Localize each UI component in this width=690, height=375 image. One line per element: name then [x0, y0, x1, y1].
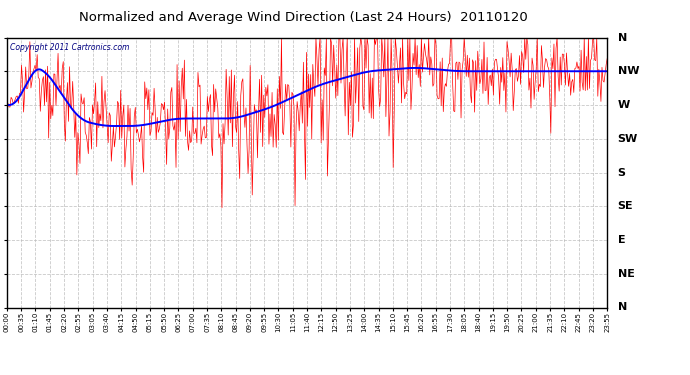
Text: SW: SW	[618, 134, 638, 144]
Text: Normalized and Average Wind Direction (Last 24 Hours)  20110120: Normalized and Average Wind Direction (L…	[79, 11, 528, 24]
Text: NW: NW	[618, 66, 639, 76]
Text: SE: SE	[618, 201, 633, 211]
Text: E: E	[618, 235, 625, 245]
Text: S: S	[618, 168, 626, 177]
Text: NE: NE	[618, 269, 634, 279]
Text: N: N	[618, 303, 627, 312]
Text: N: N	[618, 33, 627, 42]
Text: Copyright 2011 Cartronics.com: Copyright 2011 Cartronics.com	[10, 43, 129, 52]
Text: W: W	[618, 100, 630, 110]
